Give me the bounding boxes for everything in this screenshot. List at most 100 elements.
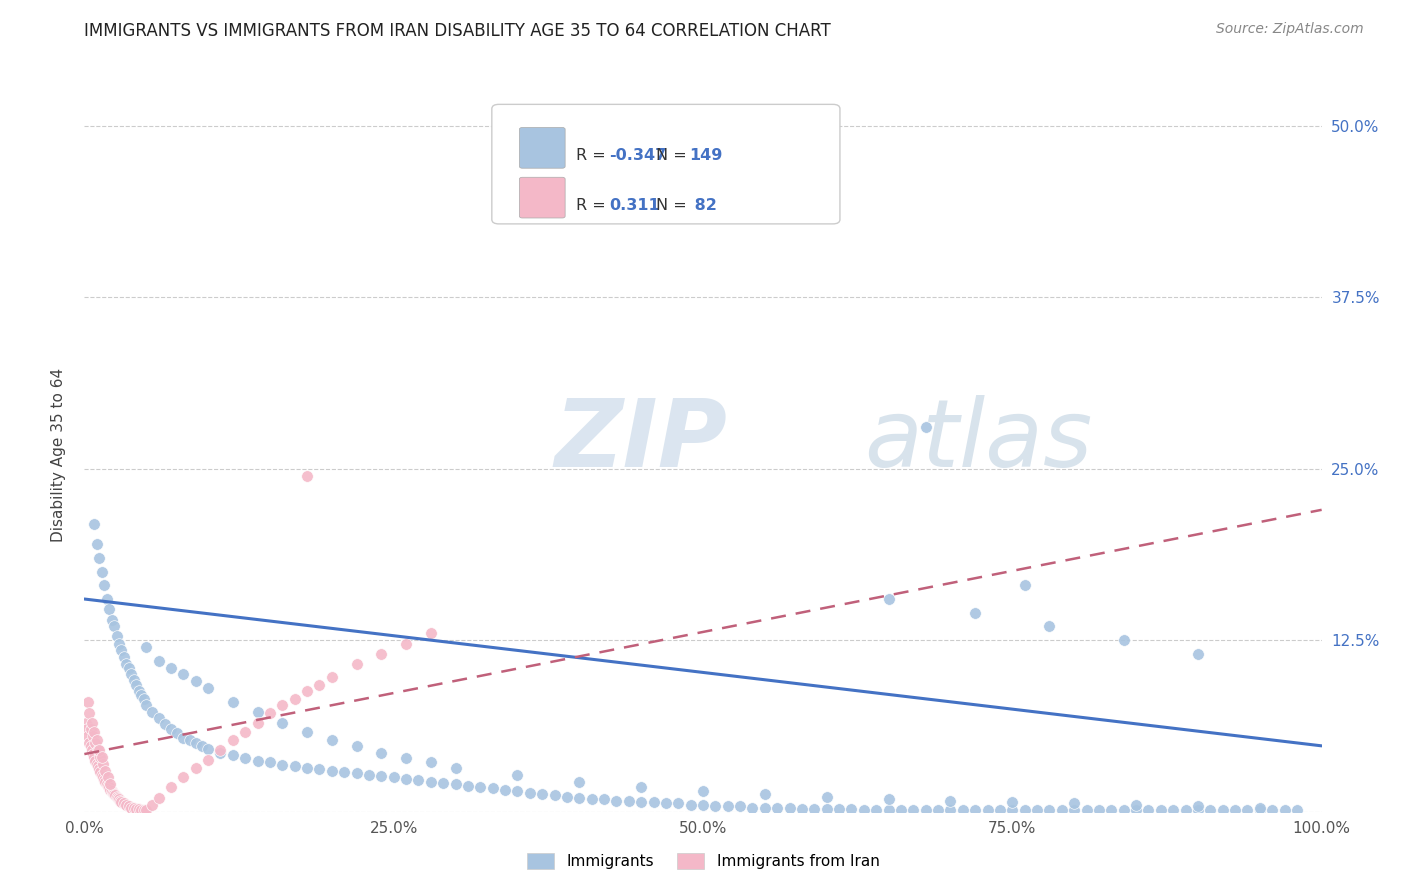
Point xyxy=(94,774,117,789)
Point xyxy=(98,777,121,791)
Text: N =: N = xyxy=(655,148,686,162)
Point xyxy=(83,749,105,764)
Point xyxy=(704,799,727,814)
Point xyxy=(1125,803,1147,817)
Point xyxy=(481,781,503,796)
Point xyxy=(128,802,150,816)
Point xyxy=(233,751,256,765)
Point xyxy=(1249,800,1271,814)
Point xyxy=(98,782,121,797)
Point xyxy=(87,759,110,773)
Text: IMMIGRANTS VS IMMIGRANTS FROM IRAN DISABILITY AGE 35 TO 64 CORRELATION CHART: IMMIGRANTS VS IMMIGRANTS FROM IRAN DISAB… xyxy=(84,22,831,40)
Point xyxy=(506,784,529,798)
Text: N =: N = xyxy=(655,197,686,212)
Point xyxy=(76,723,98,737)
Point xyxy=(271,715,294,730)
Text: atlas: atlas xyxy=(863,395,1092,486)
Point xyxy=(741,800,763,814)
Y-axis label: Disability Age 35 to 64: Disability Age 35 to 64 xyxy=(51,368,66,542)
Point xyxy=(125,802,148,816)
Point xyxy=(1212,803,1234,817)
Point xyxy=(128,684,150,698)
Point xyxy=(110,794,132,808)
Point xyxy=(75,715,97,730)
Point xyxy=(96,592,118,607)
Point xyxy=(222,695,245,709)
Point xyxy=(246,705,269,719)
Point xyxy=(184,761,207,775)
Point xyxy=(333,764,356,779)
Point xyxy=(444,761,467,775)
Text: ZIP: ZIP xyxy=(554,394,727,487)
Point xyxy=(82,729,104,743)
Point xyxy=(852,803,875,817)
Point xyxy=(1174,803,1197,817)
Point xyxy=(1187,803,1209,817)
Point xyxy=(643,795,665,809)
Point xyxy=(1026,803,1049,817)
Point xyxy=(160,780,183,794)
Point xyxy=(1038,619,1060,633)
Point xyxy=(679,797,702,812)
Point xyxy=(135,640,157,654)
Point xyxy=(172,667,194,681)
Point xyxy=(86,756,108,771)
Point xyxy=(97,771,120,785)
Point xyxy=(259,756,281,770)
Point xyxy=(370,647,392,661)
Point xyxy=(1063,797,1085,811)
Point xyxy=(209,743,232,757)
Point xyxy=(148,791,170,805)
Point xyxy=(197,741,219,756)
Point xyxy=(96,777,118,791)
Text: -0.347: -0.347 xyxy=(609,148,666,162)
Point xyxy=(209,746,232,760)
Point xyxy=(79,736,101,750)
Point xyxy=(295,725,318,739)
Point xyxy=(246,754,269,768)
Point xyxy=(779,800,801,814)
Legend: Immigrants, Immigrants from Iran: Immigrants, Immigrants from Iran xyxy=(520,847,886,875)
Point xyxy=(321,733,343,747)
Point xyxy=(222,748,245,763)
Point xyxy=(444,777,467,791)
Point xyxy=(308,678,330,692)
Point xyxy=(87,743,110,757)
Point xyxy=(271,758,294,772)
Point xyxy=(382,771,405,785)
Point xyxy=(470,780,492,794)
Point xyxy=(118,799,141,814)
Point xyxy=(179,733,201,747)
Point xyxy=(101,785,124,799)
Point xyxy=(191,739,214,753)
Point xyxy=(555,789,578,804)
Point xyxy=(90,565,112,579)
Point xyxy=(97,779,120,793)
Point xyxy=(419,774,441,789)
Point xyxy=(965,606,987,620)
Point xyxy=(105,789,128,804)
Point xyxy=(1150,803,1173,817)
Point xyxy=(754,787,776,801)
Point xyxy=(494,782,516,797)
Point xyxy=(432,776,454,790)
Point xyxy=(295,684,318,698)
Point xyxy=(112,649,135,664)
Point xyxy=(1076,803,1098,817)
Point xyxy=(1236,803,1258,817)
Point xyxy=(903,803,925,817)
Point xyxy=(321,764,343,778)
Point xyxy=(83,516,105,531)
Point xyxy=(107,791,129,805)
Point xyxy=(84,736,107,750)
Point xyxy=(115,657,138,671)
Point xyxy=(1063,803,1085,817)
Point xyxy=(110,642,132,657)
Point xyxy=(717,799,740,814)
Point xyxy=(1088,803,1111,817)
Point xyxy=(110,795,132,809)
Text: 82: 82 xyxy=(689,197,717,212)
Point xyxy=(754,800,776,814)
Point xyxy=(295,761,318,775)
Point xyxy=(112,797,135,811)
